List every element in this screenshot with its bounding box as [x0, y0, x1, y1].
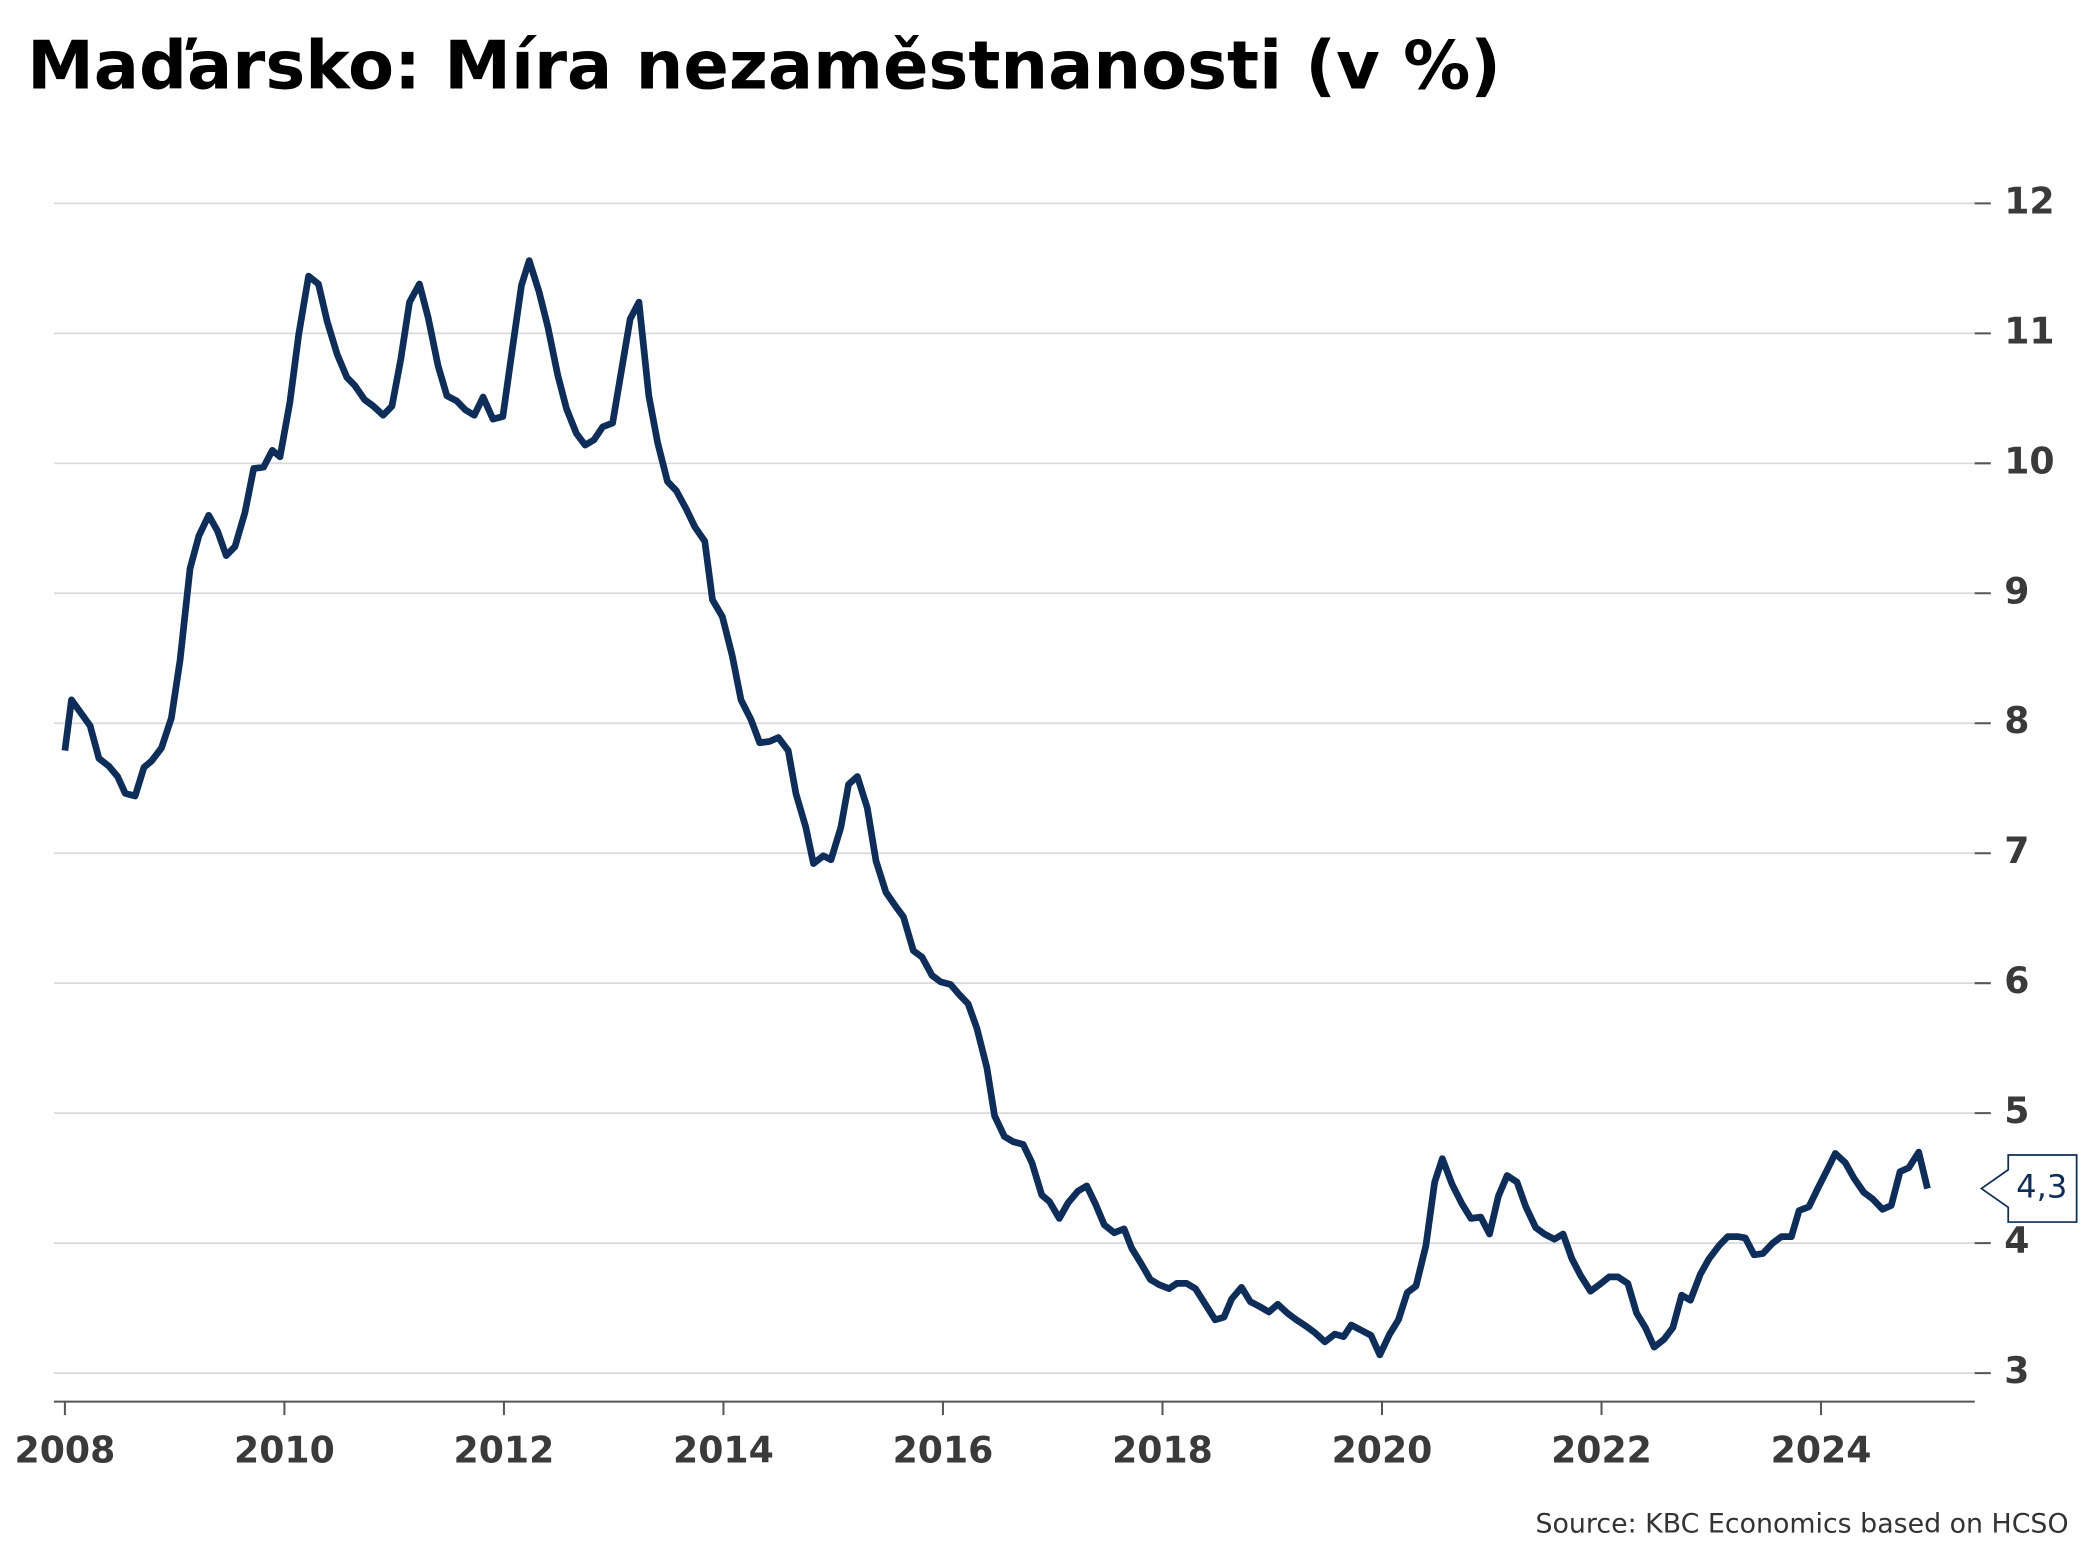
x-tick-label: 2014 — [673, 1429, 774, 1472]
source: Source: KBC Economics based on HCSO — [1536, 1509, 2069, 1540]
y-tick-label: 8 — [2004, 699, 2029, 742]
y-tick-label: 7 — [2004, 829, 2029, 872]
x-tick-label: 2022 — [1551, 1429, 1652, 1472]
x-tick-label: 2018 — [1112, 1429, 1213, 1472]
x-tick-label: 2016 — [893, 1429, 994, 1472]
x-tick-label: 2012 — [454, 1429, 555, 1472]
x-tick-label: 2020 — [1332, 1429, 1433, 1472]
y-tick-label: 12 — [2004, 179, 2054, 222]
annotation: 4,3 — [2016, 1168, 2067, 1206]
x-tick-label: 2024 — [1771, 1429, 1872, 1472]
y-tick-label: 5 — [2004, 1089, 2029, 1132]
y-tick-label: 3 — [2004, 1349, 2029, 1392]
y-tick-label: 6 — [2004, 959, 2029, 1002]
x-tick-label: 2010 — [234, 1429, 335, 1472]
x-tick-label: 2008 — [15, 1429, 116, 1472]
y-tick-label: 10 — [2004, 439, 2054, 482]
y-tick-label: 11 — [2004, 309, 2054, 352]
chart-title: Maďarsko: Míra nezaměstnanosti (v %) — [27, 26, 1501, 104]
y-tick-label: 4 — [2004, 1219, 2029, 1262]
annotation-box — [1979, 1154, 2078, 1223]
line — [61, 257, 1931, 1359]
y-tick-label: 9 — [2004, 569, 2029, 612]
